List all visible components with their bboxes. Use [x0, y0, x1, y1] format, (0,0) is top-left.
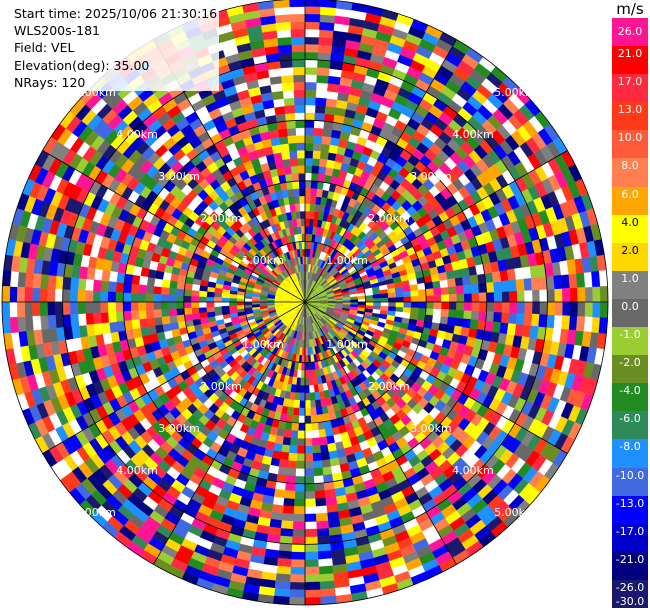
- range-label: 4.00km: [116, 464, 158, 477]
- range-label: 4.00km: [116, 128, 158, 141]
- colorbar-tick-label: -21.0: [615, 552, 645, 566]
- elevation: Elevation(deg): 35.00: [14, 57, 150, 73]
- colorbar-unit: m/s: [616, 0, 644, 18]
- range-label: 4.00km: [452, 128, 494, 141]
- colorbar-tick-label: -10.0: [615, 468, 645, 482]
- colorbar-swatch: [612, 551, 648, 581]
- colorbar-tick-label: -26.0: [615, 580, 645, 594]
- colorbar-swatch: [612, 327, 648, 356]
- range-label: 5.00km: [74, 506, 116, 519]
- colorbar-tick-label: 0.0: [621, 299, 639, 313]
- range-label: 3.00km: [410, 422, 452, 435]
- range-label: 4.00km: [452, 464, 494, 477]
- colorbar-swatch: [612, 186, 648, 216]
- colorbar-swatch: [612, 74, 648, 103]
- range-label: 1.00km: [242, 338, 284, 351]
- azimuth-spokes: [2, 0, 608, 605]
- range-label: 1.00km: [326, 338, 368, 351]
- colorbar-swatch: [612, 214, 648, 244]
- scan-info: Start time: 2025/10/06 21:30:16 WLS200s-…: [12, 5, 220, 92]
- colorbar-swatch: [612, 467, 648, 497]
- range-label: 5.00km: [494, 86, 536, 99]
- colorbar-tick-label: 2.0: [621, 243, 639, 257]
- ppi-plot: 1.00km 1.00km 1.00km 1.00km 2.00km 2.00km 2.00…: [1, 0, 609, 606]
- range-label: 3.00km: [158, 170, 200, 183]
- range-label: 2.00km: [368, 380, 410, 393]
- colorbar-swatch: [612, 270, 648, 300]
- range-label: 5.00km: [494, 506, 536, 519]
- colorbar-tick-label: -17.0: [615, 524, 645, 538]
- site-name: WLS200s-181: [14, 23, 100, 39]
- colorbar-tick-label: 13.0: [617, 103, 643, 117]
- range-label: 2.00km: [368, 212, 410, 225]
- range-label: 3.00km: [410, 170, 452, 183]
- range-label: 2.00km: [200, 212, 242, 225]
- colorbar-tick-label: -8.0: [619, 440, 641, 454]
- field-name: Field: VEL: [14, 40, 75, 56]
- colorbar-tick-label: 17.0: [617, 75, 643, 89]
- colorbar-swatch: [612, 383, 648, 412]
- colorbar-swatch: [612, 298, 648, 328]
- colorbar-swatch: [612, 102, 648, 131]
- colorbar-tick-label: 6.0: [621, 187, 639, 201]
- colorbar-swatch: [612, 579, 648, 609]
- colorbar-tick-label: -13.0: [615, 496, 645, 510]
- colorbar-swatch: [612, 18, 648, 47]
- range-label: 1.00km: [326, 254, 368, 267]
- azimuth-spoke: [153, 39, 457, 565]
- colorbar-swatch: [612, 158, 648, 188]
- colorbar-swatch: [612, 411, 648, 440]
- colorbar-tick-label: -6.0: [619, 412, 641, 426]
- colorbar-tick-label: 8.0: [621, 159, 639, 173]
- colorbar-swatch: [612, 439, 648, 469]
- colorbar-swatch: [612, 242, 648, 272]
- start-time: Start time: 2025/10/06 21:30:16: [14, 6, 218, 21]
- colorbar-tick-label: 10.0: [617, 131, 643, 145]
- range-label: 2.00km: [200, 380, 242, 393]
- colorbar-tick-label: -2.0: [619, 356, 641, 370]
- range-labels: 1.00km 1.00km 1.00km 1.00km 2.00km 2.00km 2.00…: [74, 86, 536, 519]
- colorbar-swatch: [612, 46, 648, 75]
- colorbar-tick-label: -4.0: [619, 384, 641, 398]
- range-label: 3.00km: [158, 422, 200, 435]
- velocity-gates: [1, 0, 609, 606]
- colorbar-swatch: [612, 495, 648, 525]
- colorbar-tick-label: 26.0: [617, 25, 643, 38]
- colorbar-tick-label: -1.0: [619, 328, 641, 342]
- colorbar-swatch: [612, 523, 648, 553]
- colorbar-swatch: [612, 355, 648, 384]
- range-label: 1.00km: [242, 254, 284, 267]
- colorbar-tick-label: 1.0: [621, 271, 639, 285]
- colorbar-swatch: [612, 130, 648, 159]
- colorbar: 26.0 21.0 17.0 13.0 10.0 8.0 6.0 4.0 2.0 1.0 0.0 -1…: [612, 18, 648, 609]
- colorbar-tick-label: 4.0: [621, 215, 639, 229]
- nrays: NRays: 120: [14, 74, 86, 90]
- colorbar-tick-label: -30.0: [615, 595, 645, 608]
- colorbar-tick-label: 21.0: [617, 47, 643, 61]
